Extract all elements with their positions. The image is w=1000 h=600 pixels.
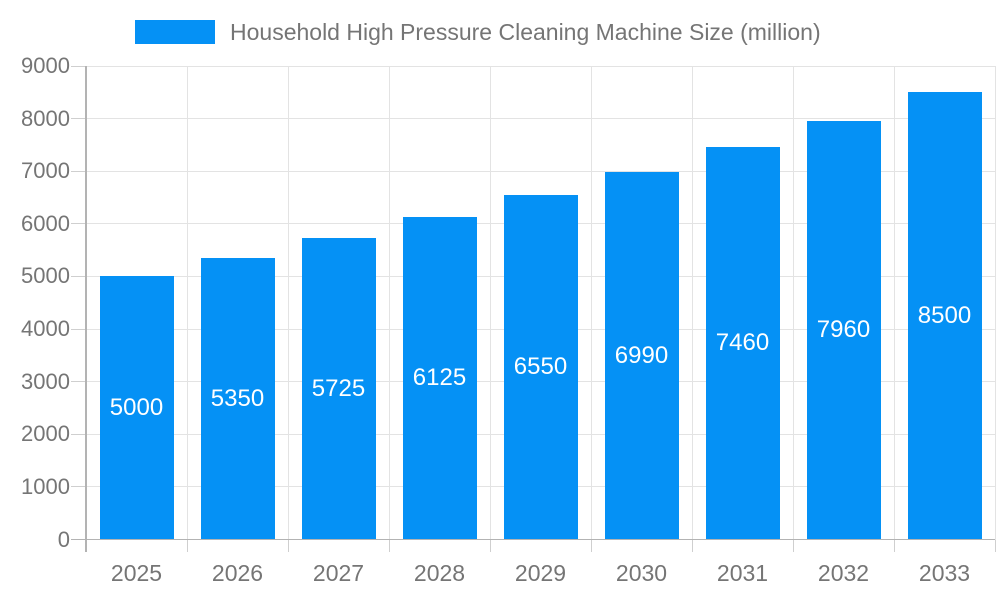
x-axis-tick [287, 539, 289, 552]
bar-value-label: 7960 [816, 316, 871, 344]
v-gridline [792, 66, 794, 540]
y-axis-tick [71, 118, 86, 120]
y-axis-label: 2000 [21, 421, 70, 447]
y-axis-tick [71, 328, 86, 330]
v-gridline [590, 66, 592, 540]
y-axis-tick [71, 223, 86, 225]
v-gridline [994, 66, 996, 540]
bar-2027[interactable]: 5725 [301, 238, 376, 540]
bar-2028[interactable]: 6125 [402, 217, 477, 540]
y-axis-label: 3000 [21, 368, 70, 394]
bar-2030[interactable]: 6990 [604, 171, 679, 540]
chart-title: Household High Pressure Cleaning Machine… [230, 18, 821, 45]
x-axis-label: 2030 [615, 560, 668, 586]
y-axis-label: 9000 [21, 53, 70, 78]
bar-2031[interactable]: 7460 [705, 147, 780, 540]
v-gridline [287, 66, 289, 540]
x-axis-tick [590, 539, 592, 552]
v-gridline [186, 66, 188, 540]
bar-value-label: 7460 [715, 329, 770, 357]
bar-2026[interactable]: 5350 [200, 258, 275, 540]
x-axis-label: 2025 [110, 560, 163, 586]
bar-value-label: 5350 [210, 384, 265, 412]
bar-value-label: 6550 [513, 353, 568, 381]
x-axis-label: 2033 [918, 560, 971, 586]
x-axis-tick [691, 539, 693, 552]
y-axis-label: 6000 [21, 210, 70, 236]
y-axis-label: 5000 [21, 263, 70, 289]
bar-value-label: 5000 [109, 393, 164, 421]
x-axis-tick [893, 539, 895, 552]
bar-value-label: 8500 [917, 301, 972, 329]
y-axis-label: 7000 [21, 158, 70, 184]
bar-2032[interactable]: 7960 [806, 120, 881, 540]
y-axis-label: 0 [57, 526, 70, 552]
v-gridline [489, 66, 491, 540]
v-gridline [388, 66, 390, 540]
y-axis-tick [71, 170, 86, 172]
x-axis-tick [994, 539, 996, 552]
x-axis-label: 2027 [312, 560, 365, 586]
bar-value-label: 5725 [311, 374, 366, 402]
y-axis-label: 8000 [21, 105, 70, 131]
bar-2029[interactable]: 6550 [503, 194, 578, 540]
v-gridline [691, 66, 693, 540]
bar-2033[interactable]: 8500 [907, 92, 982, 540]
bar-2025[interactable]: 5000 [99, 276, 174, 540]
legend-swatch [135, 20, 215, 44]
y-axis-tick [71, 275, 86, 277]
y-axis-tick [71, 381, 86, 383]
x-axis-tick [186, 539, 188, 552]
bar-value-label: 6990 [614, 341, 669, 369]
x-axis-tick [792, 539, 794, 552]
y-axis-label: 4000 [21, 316, 70, 342]
legend[interactable]: Household High Pressure Cleaning Machine… [135, 18, 821, 45]
y-axis-tick [71, 486, 86, 488]
x-axis-label: 2026 [211, 560, 264, 586]
y-axis-tick [71, 65, 86, 67]
y-axis-label: 1000 [21, 473, 70, 499]
v-gridline [893, 66, 895, 540]
h-gridline [86, 118, 995, 120]
bar-value-label: 6125 [412, 364, 467, 392]
x-axis-label: 2029 [514, 560, 567, 586]
y-axis-tick [71, 433, 86, 435]
h-gridline [86, 65, 995, 67]
x-axis-tick [489, 539, 491, 552]
x-axis-label: 2031 [716, 560, 769, 586]
x-axis-label: 2032 [817, 560, 870, 586]
y-axis-line [85, 66, 87, 552]
x-axis-tick [388, 539, 390, 552]
x-axis-label: 2028 [413, 560, 466, 586]
